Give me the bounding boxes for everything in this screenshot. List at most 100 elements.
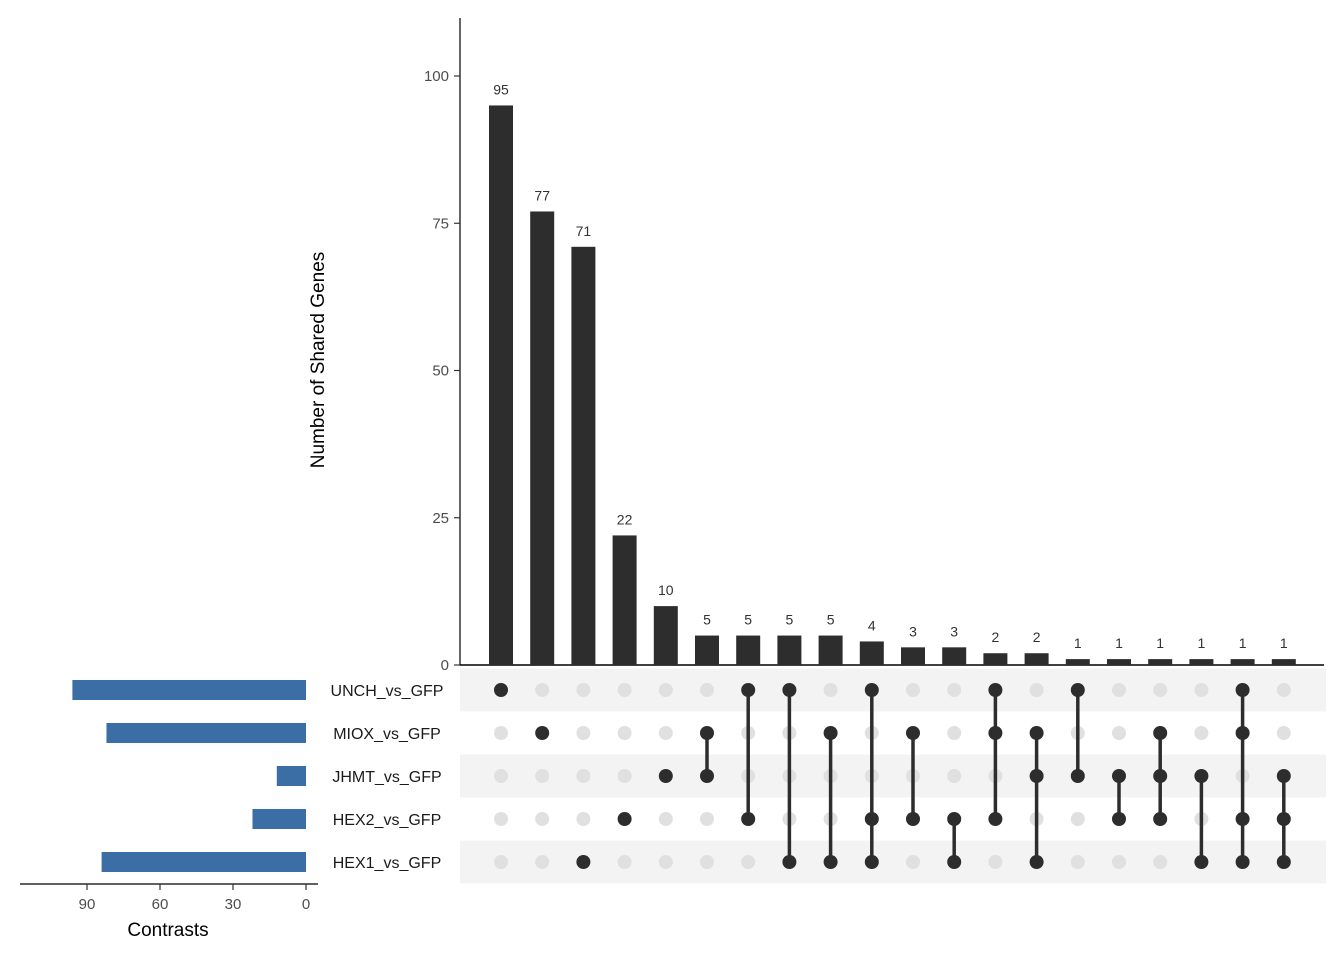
intersection-bar <box>653 606 678 665</box>
bar-value-label: 71 <box>576 223 592 239</box>
matrix-dot-active <box>906 726 920 740</box>
set-size-bars <box>72 680 307 872</box>
bar-value-label: 1 <box>1156 635 1164 651</box>
intersection-bar <box>571 246 596 665</box>
matrix-dot-inactive <box>617 855 632 869</box>
matrix-dot-inactive <box>823 683 838 697</box>
matrix-dot-active <box>617 812 632 826</box>
matrix-dot-active <box>906 812 920 826</box>
matrix-dot-active <box>1235 726 1250 740</box>
matrix-dot-inactive <box>1112 855 1126 869</box>
matrix-dot-inactive <box>947 683 962 697</box>
matrix-dot-inactive <box>1194 726 1209 740</box>
set-size-tick-label: 0 <box>302 896 310 913</box>
bar-value-label: 5 <box>786 612 794 628</box>
set-size-bar <box>252 809 306 829</box>
bar-value-label: 4 <box>868 617 876 633</box>
intersection-bar <box>777 635 802 665</box>
matrix-dot-active <box>823 726 838 740</box>
matrix-dot-inactive <box>1070 855 1085 869</box>
y-tick-label: 25 <box>432 510 449 527</box>
matrix-dot-active <box>1153 812 1168 826</box>
matrix-dot-inactive <box>576 683 591 697</box>
intersection-bars <box>489 105 1296 665</box>
set-label-hex2_vs_gfp: HEX2_vs_GFP <box>333 812 441 829</box>
matrix-dot-active <box>1070 683 1085 697</box>
bar-value-label: 5 <box>744 612 752 628</box>
matrix-dot-inactive <box>906 855 920 869</box>
matrix-dot-inactive <box>1029 683 1044 697</box>
matrix-row-stripe <box>460 754 1326 798</box>
y-tick-label: 100 <box>424 68 449 85</box>
intersection-bar <box>818 635 843 665</box>
y-tick-label: 50 <box>432 363 449 380</box>
intersection-bar <box>859 641 884 665</box>
intersection-bar <box>983 653 1008 665</box>
matrix-dot-inactive <box>535 683 550 697</box>
bar-value-label: 1 <box>1239 635 1247 651</box>
intersection-bar <box>1148 659 1173 665</box>
matrix-dot-active <box>1235 683 1250 697</box>
matrix-dot-inactive <box>535 769 550 783</box>
matrix-dot-inactive <box>658 855 673 869</box>
matrix-dot-inactive <box>1070 812 1085 826</box>
matrix-dot-inactive <box>700 812 714 826</box>
matrix-dot-active <box>947 855 962 869</box>
matrix-dot-inactive <box>617 726 632 740</box>
intersection-bar <box>1271 659 1296 665</box>
matrix-dot-active <box>988 812 1003 826</box>
bar-value-label: 2 <box>1033 629 1041 645</box>
bar-value-label: 1 <box>1115 635 1123 651</box>
matrix-dot-active <box>1235 855 1250 869</box>
set-labels: UNCH_vs_GFP MIOX_vs_GFP JHMT_vs_GFP HEX2_vs… <box>331 683 444 872</box>
matrix-dot-inactive <box>1153 855 1168 869</box>
matrix-dot-active <box>1153 769 1168 783</box>
matrix-dot-inactive <box>1153 683 1168 697</box>
matrix-dot-inactive <box>1194 683 1209 697</box>
bar-value-label: 95 <box>493 81 509 97</box>
intersection-bar <box>1024 653 1049 665</box>
bar-value-label: 22 <box>617 511 633 527</box>
matrix-dot-active <box>947 812 962 826</box>
matrix-dot-active <box>1276 812 1291 826</box>
bar-value-label: 1 <box>1074 635 1082 651</box>
bar-value-label: 5 <box>703 612 711 628</box>
set-size-axis-title: Contrasts <box>127 920 208 941</box>
intersection-bar <box>695 635 719 665</box>
set-label-jhmt_vs_gfp: JHMT_vs_GFP <box>332 769 441 786</box>
matrix-dot-inactive <box>658 683 673 697</box>
matrix-dot-inactive <box>988 855 1003 869</box>
intersection-bar <box>1230 659 1255 665</box>
set-size-tick-label: 90 <box>79 896 96 913</box>
matrix-dot-active <box>658 769 673 783</box>
matrix-dot-inactive <box>947 769 962 783</box>
matrix-dot-inactive <box>494 769 508 783</box>
y-axis-title: Number of Shared Genes <box>308 252 329 469</box>
bar-value-label: 10 <box>658 582 674 598</box>
matrix-dot-inactive <box>576 769 591 783</box>
intersection-bar <box>489 105 513 665</box>
matrix-dot-active <box>782 855 797 869</box>
intersection-bar <box>736 635 761 665</box>
set-label-unch_vs_gfp: UNCH_vs_GFP <box>331 683 444 700</box>
matrix-dot-inactive <box>906 683 920 697</box>
matrix-dot-active <box>1029 769 1044 783</box>
matrix-dot-inactive <box>1112 726 1126 740</box>
set-label-miox_vs_gfp: MIOX_vs_GFP <box>333 726 441 743</box>
set-size-tick-label: 30 <box>225 896 242 913</box>
matrix-dot-active <box>576 855 591 869</box>
matrix-dot-active <box>535 726 550 740</box>
matrix-dot-inactive <box>494 855 508 869</box>
matrix-dot-active <box>864 855 879 869</box>
matrix-dot-active <box>700 726 714 740</box>
matrix-dot-inactive <box>1276 683 1291 697</box>
matrix-dot-active <box>782 683 797 697</box>
matrix-dot-inactive <box>535 812 550 826</box>
matrix-dot-active <box>988 726 1003 740</box>
matrix-dot-active <box>700 769 714 783</box>
bar-value-label: 77 <box>534 187 550 203</box>
matrix-dot-inactive <box>576 812 591 826</box>
